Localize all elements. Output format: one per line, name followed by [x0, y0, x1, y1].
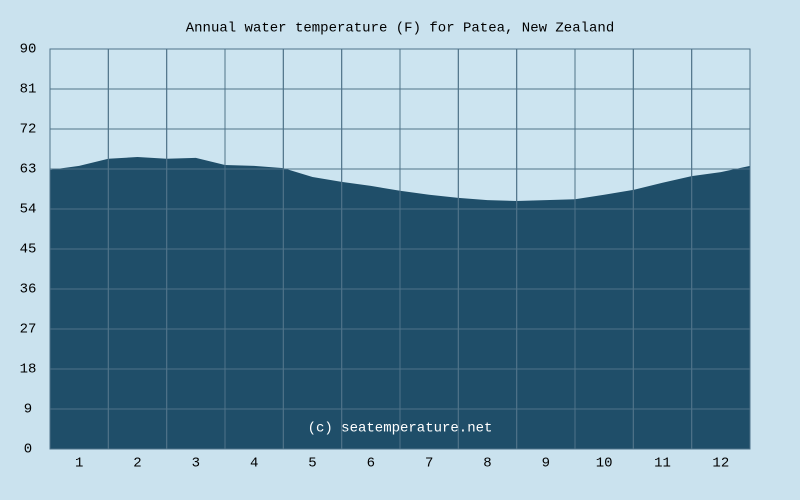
x-tick-label: 6 [367, 456, 375, 472]
y-tick-label: 81 [20, 82, 37, 98]
x-tick-label: 10 [596, 456, 613, 472]
x-tick-label: 2 [133, 456, 141, 472]
x-tick-label: 11 [654, 456, 671, 472]
x-tick-label: 9 [542, 456, 550, 472]
y-tick-label: 0 [24, 442, 32, 458]
x-tick-label: 5 [308, 456, 316, 472]
x-tick-label: 3 [192, 456, 200, 472]
y-tick-label: 27 [20, 322, 37, 338]
y-tick-label: 45 [20, 242, 37, 258]
chart-title: Annual water temperature (F) for Patea, … [186, 21, 614, 37]
y-tick-label: 72 [20, 122, 37, 138]
y-tick-label: 36 [20, 282, 37, 298]
x-tick-label: 12 [712, 456, 729, 472]
y-tick-label: 18 [20, 362, 37, 378]
y-tick-label: 90 [20, 42, 37, 58]
x-tick-label: 4 [250, 456, 258, 472]
y-tick-label: 9 [24, 402, 32, 418]
plot-border [49, 48, 751, 450]
x-tick-label: 1 [75, 456, 83, 472]
x-tick-label: 8 [483, 456, 491, 472]
x-tick-label: 7 [425, 456, 433, 472]
watermark: (c) seatemperature.net [308, 421, 493, 437]
y-tick-label: 54 [20, 202, 37, 218]
y-tick-label: 63 [20, 162, 37, 178]
